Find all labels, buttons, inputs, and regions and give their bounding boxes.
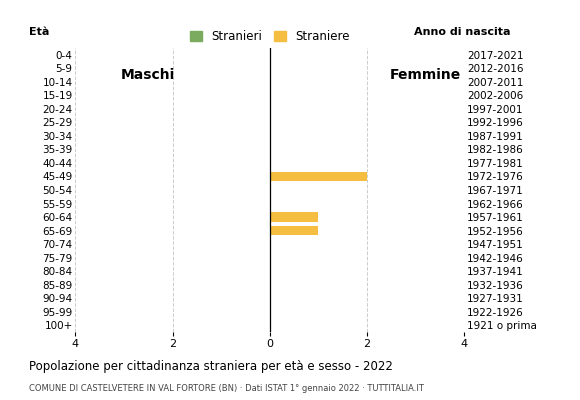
Text: Popolazione per cittadinanza straniera per età e sesso - 2022: Popolazione per cittadinanza straniera p… bbox=[29, 360, 393, 373]
Text: Femmine: Femmine bbox=[390, 68, 461, 82]
Bar bbox=[270, 212, 318, 222]
Bar bbox=[270, 172, 367, 181]
Text: COMUNE DI CASTELVETERE IN VAL FORTORE (BN) · Dati ISTAT 1° gennaio 2022 · TUTTIT: COMUNE DI CASTELVETERE IN VAL FORTORE (B… bbox=[29, 384, 424, 393]
Text: Maschi: Maschi bbox=[121, 68, 175, 82]
Text: Anno di nascita: Anno di nascita bbox=[414, 27, 510, 37]
Text: Età: Età bbox=[29, 27, 49, 37]
Bar bbox=[270, 226, 318, 235]
Legend: Stranieri, Straniere: Stranieri, Straniere bbox=[185, 26, 354, 48]
